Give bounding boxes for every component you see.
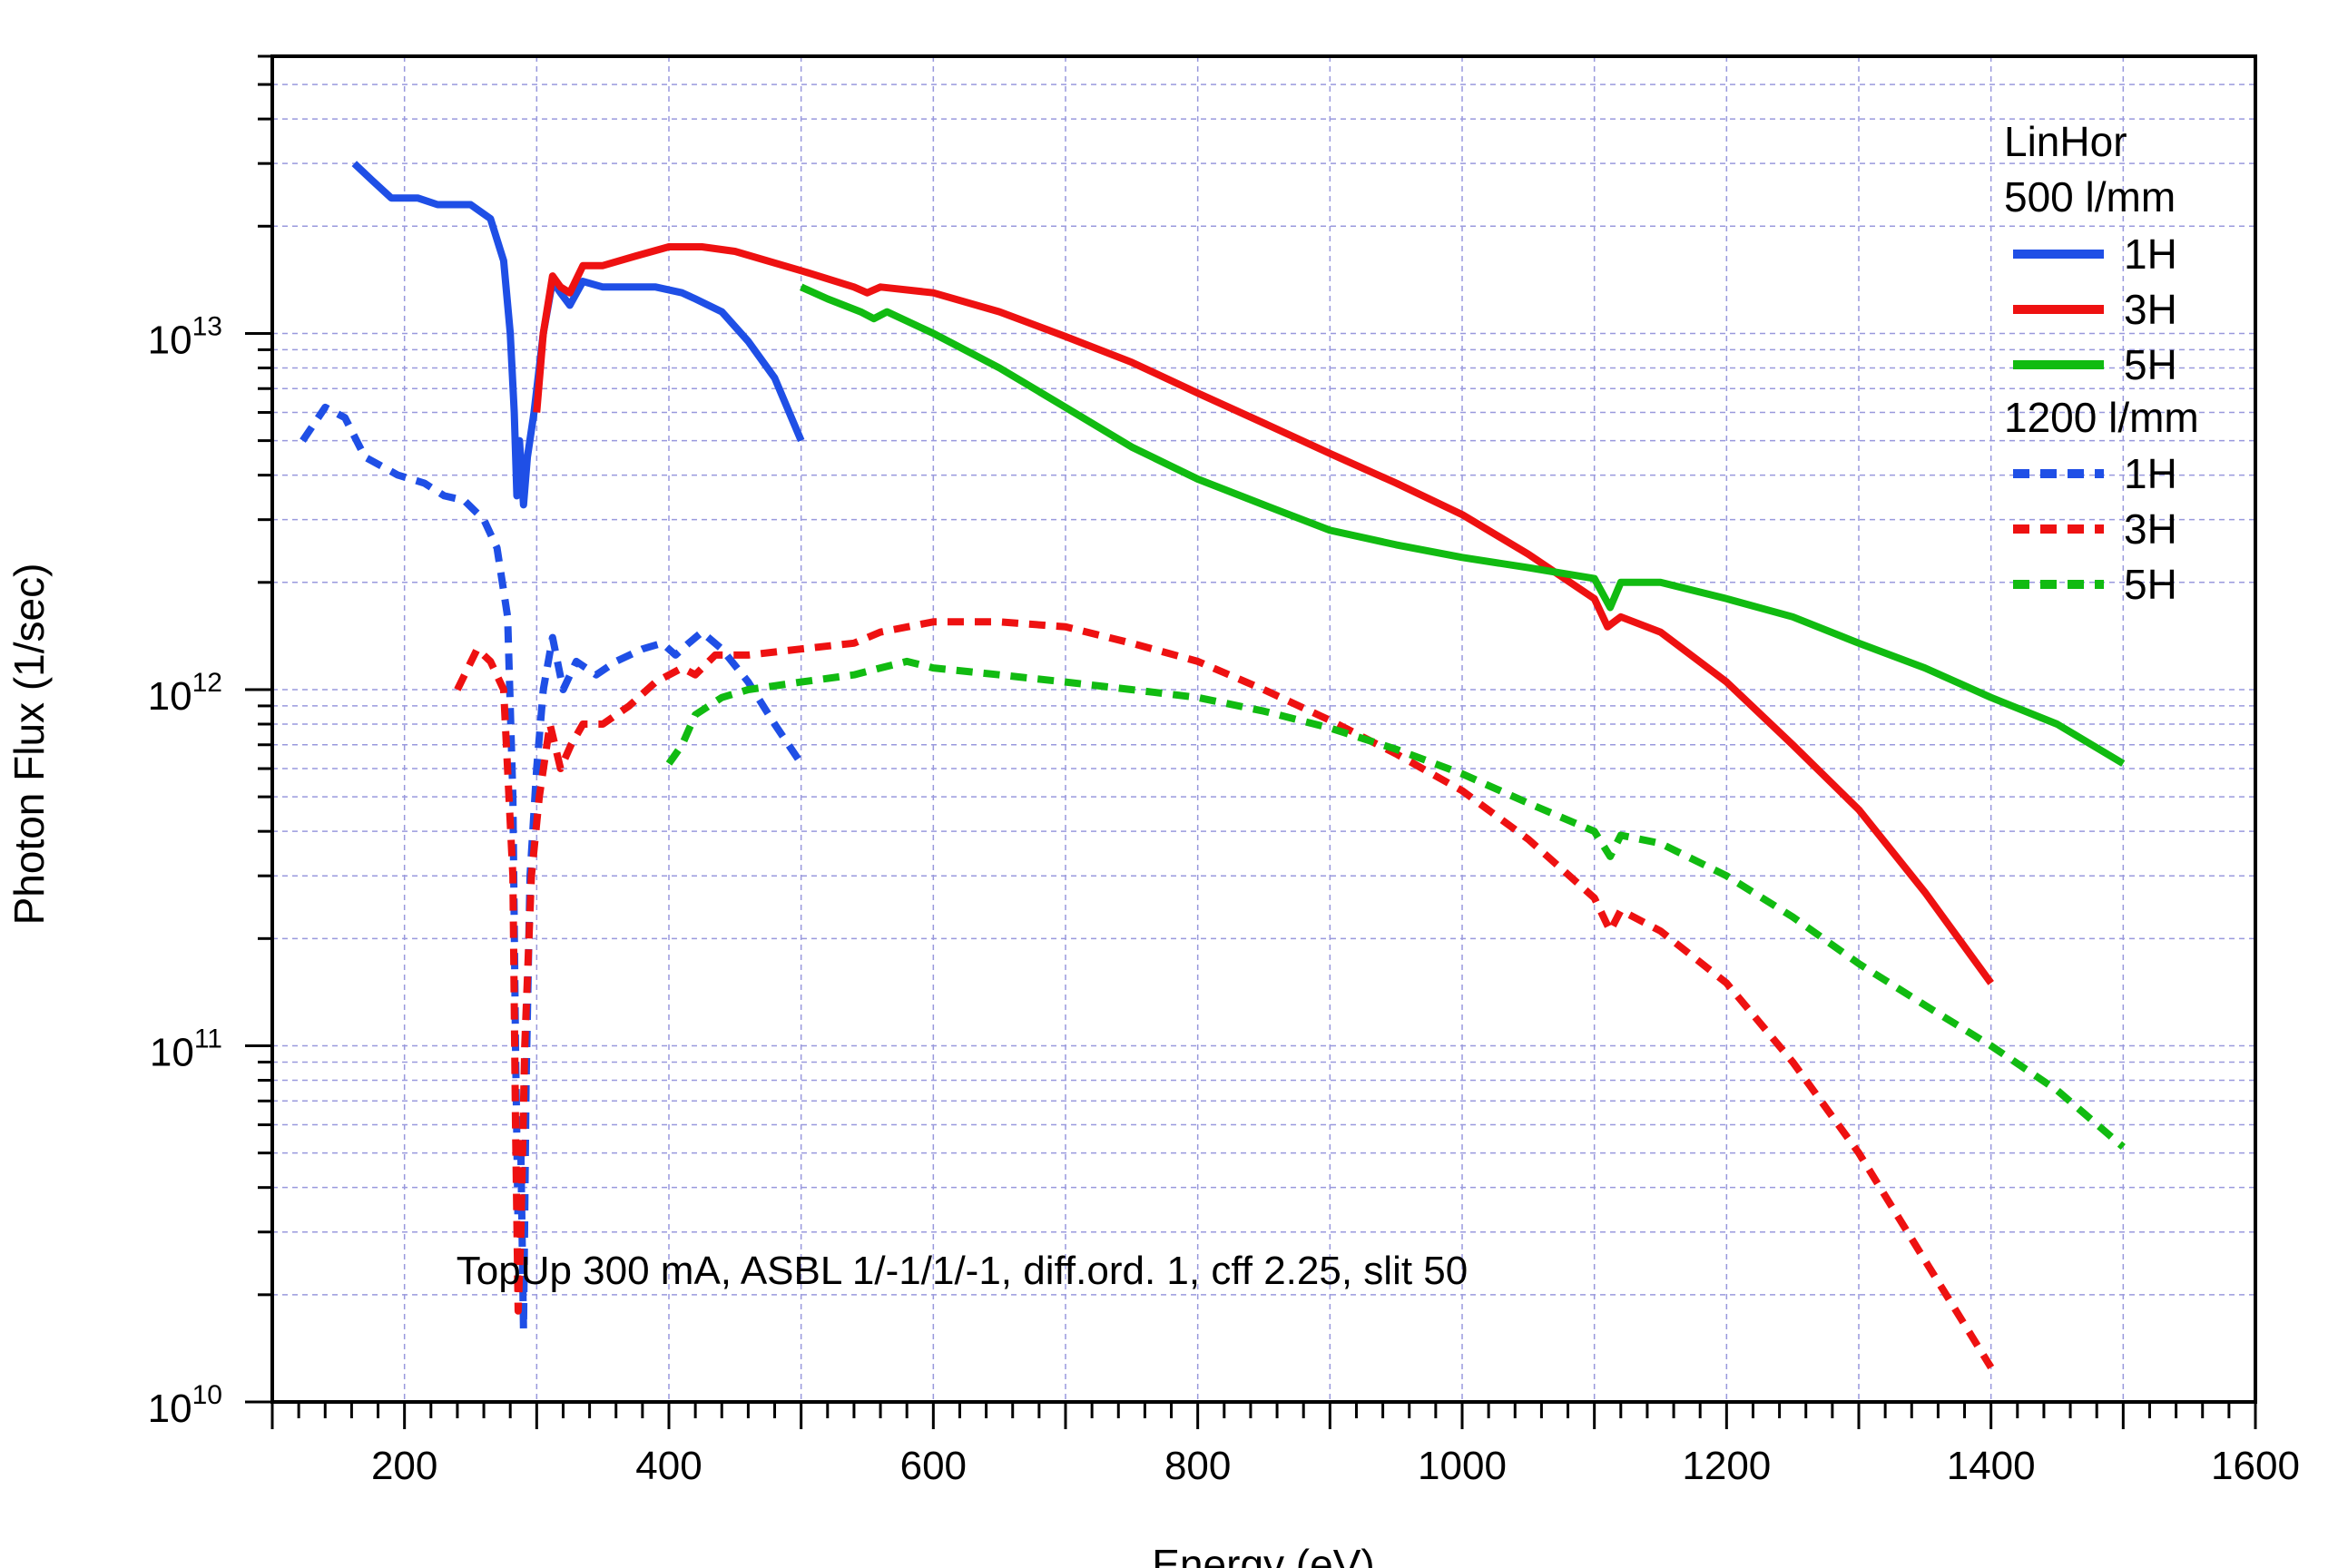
legend-header-grating-500: 500 l/mm xyxy=(2004,173,2176,220)
series-5h-500-line xyxy=(800,283,2126,767)
x-tick-label: 400 xyxy=(635,1444,702,1488)
x-tick-label: 800 xyxy=(1164,1444,1231,1488)
legend: LinHor 500 l/mm 1H 3H 5H 1200 l/mm 1H 3H 5H xyxy=(2004,118,2199,608)
legend-label-5h: 5H xyxy=(2124,561,2177,608)
legend-label-5h: 5H xyxy=(2124,341,2177,388)
x-axis-title: Energy (eV) xyxy=(1152,1541,1374,1568)
legend-group-1200: 1H 3H 5H xyxy=(2013,450,2177,608)
axes: 200 400 600 800 1000 1200 1400 1600 1010 1011 1012… xyxy=(148,54,2300,1488)
x-tick-label: 1200 xyxy=(1682,1444,1771,1488)
x-tick-label: 1600 xyxy=(2211,1444,2300,1488)
legend-header-grating-1200: 1200 l/mm xyxy=(2004,394,2199,441)
legend-label-1h: 1H xyxy=(2124,450,2177,497)
x-tick-label: 200 xyxy=(371,1444,437,1488)
x-tick-label: 1400 xyxy=(1947,1444,2036,1488)
y-tick-label: 1013 xyxy=(148,311,222,362)
series-3h-500-line xyxy=(533,243,1994,985)
plot-frame xyxy=(270,54,2257,1404)
y-tick-label: 1012 xyxy=(148,668,222,719)
grid xyxy=(272,56,2255,1402)
series-1h-500-line xyxy=(351,161,805,509)
y-axis-title: Photon Flux (1/sec) xyxy=(5,564,53,926)
x-tick-label: 1000 xyxy=(1418,1444,1507,1488)
series-3h-1200-line xyxy=(454,618,1995,1370)
y-tick-label: 1010 xyxy=(148,1380,222,1431)
legend-header-polarization: LinHor xyxy=(2004,118,2127,165)
y-tick-label: 1011 xyxy=(150,1024,222,1074)
series-5h-1200-line xyxy=(665,657,2126,1151)
series-1h-1200-line xyxy=(300,403,805,1333)
series-layer xyxy=(300,161,2126,1370)
legend-label-3h: 3H xyxy=(2124,286,2177,333)
legend-group-500: 1H 3H 5H xyxy=(2013,230,2177,388)
chart-annotation: TopUp 300 mA, ASBL 1/-1/1/-1, diff.ord. … xyxy=(457,1249,1468,1293)
x-tick-label: 600 xyxy=(900,1444,967,1488)
legend-label-1h: 1H xyxy=(2124,230,2177,278)
legend-label-3h: 3H xyxy=(2124,505,2177,553)
